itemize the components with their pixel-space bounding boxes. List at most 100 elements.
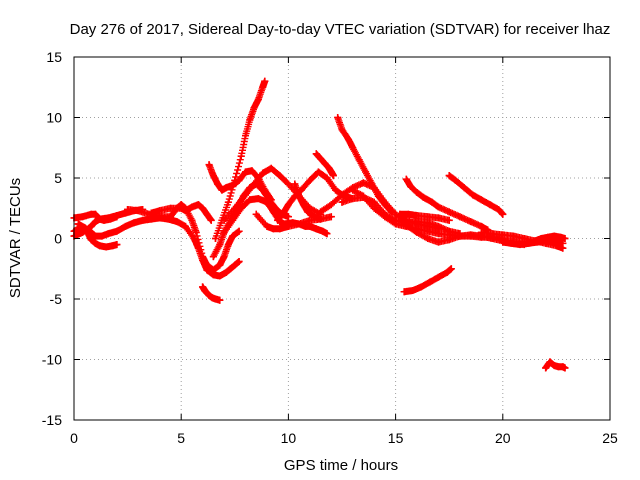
data-point: [216, 296, 224, 304]
data-point: [516, 241, 524, 249]
data-point: [237, 152, 245, 160]
data-point: [87, 228, 95, 236]
data-point: [222, 184, 230, 192]
data-point: [87, 222, 95, 230]
data-point: [267, 196, 275, 204]
data-point: [404, 210, 412, 218]
data-point: [177, 204, 185, 212]
series-arc-4: [74, 214, 243, 280]
data-point: [402, 175, 410, 183]
data-point: [98, 232, 106, 240]
data-point: [456, 213, 464, 221]
data-point: [199, 253, 207, 261]
chart-title: Day 276 of 2017, Sidereal Day-to-day VTE…: [70, 21, 611, 38]
data-point: [327, 213, 335, 221]
x-tick-label: 10: [281, 430, 297, 446]
data-point: [214, 180, 222, 188]
data-point: [209, 266, 217, 274]
data-point: [327, 168, 335, 176]
data-point: [139, 216, 147, 224]
data-point: [261, 77, 269, 85]
data-point: [317, 215, 325, 223]
data-points: [70, 77, 569, 372]
x-tick-label: 20: [495, 430, 511, 446]
data-point: [113, 227, 121, 235]
data-point: [434, 273, 442, 281]
data-point: [413, 218, 421, 226]
data-point: [381, 213, 389, 221]
series-arc-26: [400, 265, 455, 296]
data-point: [499, 231, 507, 239]
data-point: [261, 186, 269, 194]
data-point: [419, 193, 427, 201]
data-point: [349, 195, 357, 203]
data-point: [424, 219, 432, 227]
series-arc-17: [312, 150, 337, 180]
data-point: [259, 169, 267, 177]
data-point: [424, 213, 432, 221]
data-point: [248, 167, 256, 175]
data-point: [227, 265, 235, 273]
y-tick-label: 15: [46, 49, 62, 65]
data-point: [531, 237, 539, 245]
data-point: [447, 265, 455, 273]
data-point: [306, 216, 314, 224]
data-point: [362, 168, 370, 176]
data-point: [407, 182, 415, 190]
data-point: [222, 268, 230, 276]
data-point: [317, 208, 325, 216]
data-point: [355, 156, 363, 164]
series-arc-28: [499, 237, 567, 249]
axis-ticks: 0 5 10 15 20 25 -15 -10 -5 0 5 10 15: [42, 49, 618, 446]
data-point: [477, 222, 485, 230]
data-point: [495, 205, 503, 213]
data-point: [550, 362, 558, 370]
data-point: [208, 294, 216, 302]
data-point: [96, 215, 104, 223]
x-tick-label: 15: [388, 430, 404, 446]
data-point: [218, 186, 226, 194]
data-point: [295, 220, 303, 228]
y-tick-label: -5: [50, 291, 63, 307]
data-point: [242, 191, 250, 199]
data-point: [199, 283, 207, 291]
data-point: [231, 176, 239, 184]
data-point: [413, 228, 421, 236]
data-point: [537, 235, 545, 242]
data-point: [274, 216, 282, 224]
data-point: [314, 168, 322, 176]
data-point: [338, 126, 346, 134]
data-point: [338, 191, 346, 199]
data-point: [203, 261, 211, 269]
x-tick-label: 5: [177, 430, 185, 446]
data-point: [434, 238, 442, 246]
data-point: [325, 164, 333, 172]
data-point: [299, 201, 307, 209]
data-point: [121, 209, 129, 217]
data-point: [434, 214, 442, 222]
data-point: [280, 208, 288, 216]
data-point: [231, 261, 239, 269]
data-point: [417, 283, 425, 291]
data-point: [306, 222, 314, 230]
data-point: [561, 235, 569, 242]
data-point: [166, 204, 174, 212]
data-point: [426, 278, 434, 286]
data-point: [250, 104, 258, 112]
data-point: [96, 242, 104, 250]
data-point: [321, 159, 329, 167]
data-point: [488, 230, 496, 238]
data-point: [199, 204, 207, 212]
data-point: [246, 116, 254, 124]
data-point: [370, 184, 378, 192]
data-point: [74, 220, 82, 228]
data-point: [79, 213, 87, 221]
data-point: [216, 261, 224, 269]
data-point: [344, 135, 352, 143]
data-point: [194, 201, 202, 209]
data-point: [263, 222, 271, 230]
data-point: [329, 172, 337, 180]
x-tick-label: 25: [602, 430, 618, 446]
x-axis-label: GPS time / hours: [284, 457, 398, 474]
data-point: [250, 180, 258, 188]
